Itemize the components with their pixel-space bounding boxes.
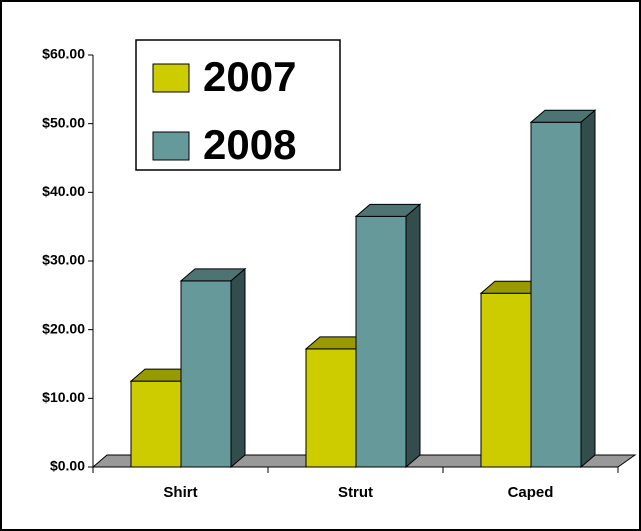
x-tick-label: Caped (508, 484, 554, 501)
legend-label: 2007 (203, 53, 296, 100)
bar (305, 348, 357, 468)
x-tick-label: Strut (338, 484, 373, 501)
y-tick-label: $60.00 (42, 46, 85, 62)
y-tick-label: $30.00 (42, 252, 85, 268)
bar-side (405, 203, 421, 469)
bar (130, 380, 182, 468)
legend-swatch (152, 63, 190, 93)
legend-swatch (152, 131, 190, 161)
bar (530, 121, 582, 468)
x-tick-label: Shirt (163, 484, 197, 501)
y-tick-label: $0.00 (50, 458, 85, 474)
y-tick-label: $40.00 (42, 183, 85, 199)
y-tick-label: $50.00 (42, 114, 85, 130)
legend-label: 2008 (203, 121, 296, 168)
bar (355, 215, 407, 468)
y-tick-label: $10.00 (42, 389, 85, 405)
bar-side (230, 267, 246, 469)
bar-side (580, 109, 596, 469)
bar (480, 292, 532, 468)
y-tick-label: $20.00 (42, 320, 85, 336)
bar (180, 280, 232, 468)
